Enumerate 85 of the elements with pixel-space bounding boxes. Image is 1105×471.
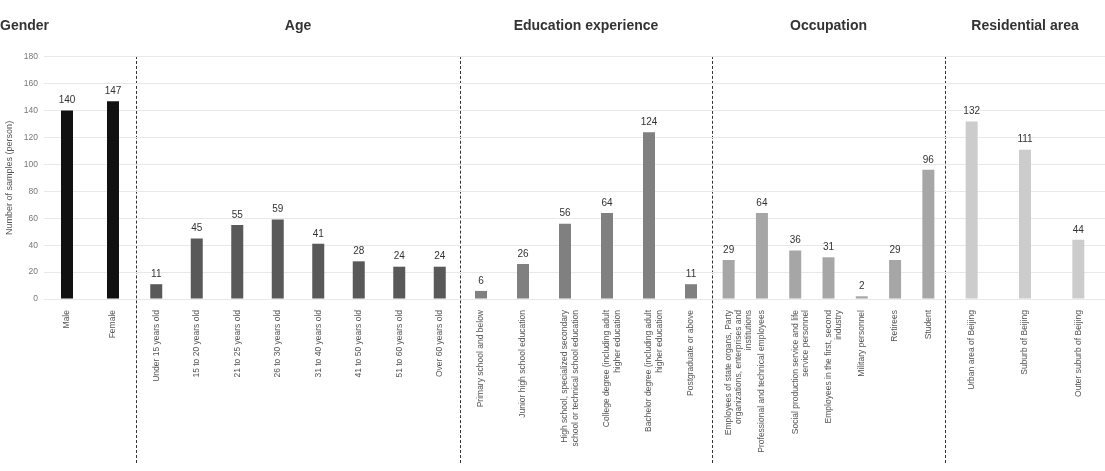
y-tick-label: 20 (28, 266, 39, 277)
bar (312, 243, 325, 299)
data-label: 36 (789, 234, 802, 246)
y-tick-label: 160 (23, 78, 39, 89)
x-tick-label: Under 15 years old (150, 309, 161, 382)
x-tick-label: High school, specialized secondary school or technical school education (559, 309, 580, 447)
y-axis-title: Number of samples (person) (3, 120, 14, 235)
x-tick-label: Military personnel (856, 309, 867, 377)
y-tick-label: 80 (28, 185, 39, 196)
x-tick-label: Primary school and below (475, 309, 486, 408)
data-label: 31 (822, 241, 835, 253)
y-tick-label: 40 (28, 239, 39, 250)
data-label: 44 (1072, 223, 1085, 235)
bar (922, 169, 935, 299)
bar (517, 264, 529, 299)
data-label: 11 (685, 267, 697, 279)
data-label: 64 (756, 196, 768, 208)
data-label: 6 (478, 274, 485, 286)
x-tick-label: Suburb of Beijing (1019, 309, 1030, 375)
data-label: 55 (231, 208, 244, 220)
x-tick-label: 26 to 30 years old (272, 309, 283, 378)
bar (352, 261, 365, 299)
x-tick-label: Female (107, 309, 118, 339)
bar (685, 284, 697, 299)
chart-title: Residential area (971, 17, 1079, 34)
x-tick-label: 15 to 20 years old (191, 309, 202, 378)
x-tick-label: Male (61, 309, 72, 329)
x-tick-label: Junior high school education (517, 309, 528, 418)
bar (643, 132, 655, 299)
y-tick-label: 180 (23, 51, 39, 62)
data-label: 11 (151, 267, 162, 279)
x-tick-label: 31 to 40 years old (312, 309, 323, 378)
data-label: 111 (1017, 133, 1034, 145)
bar (231, 224, 244, 299)
bar (822, 257, 835, 299)
data-label: 29 (723, 243, 735, 255)
bar (722, 259, 735, 299)
x-tick-label: 51 to 60 years old (393, 309, 404, 378)
data-label: 96 (922, 153, 935, 165)
data-label: 59 (272, 203, 284, 215)
x-tick-label: Outer suburb of Beijing (1072, 309, 1083, 397)
y-tick-label: 60 (28, 212, 39, 223)
data-label: 64 (601, 196, 613, 208)
data-label: 124 (640, 115, 658, 127)
bar (889, 259, 902, 299)
bar (601, 212, 613, 299)
data-label: 24 (393, 250, 406, 262)
y-tick-label: 100 (23, 158, 39, 169)
chart-title: Age (284, 17, 312, 34)
bar (855, 296, 868, 299)
data-label: 41 (312, 227, 325, 239)
data-label: 24 (434, 250, 446, 262)
data-label: 56 (559, 207, 571, 219)
x-tick-label: 41 to 50 years old (353, 309, 364, 378)
data-label: 28 (353, 245, 365, 257)
x-tick-label: Postgraduate or above (685, 309, 696, 397)
x-tick-label: Student (922, 309, 933, 340)
data-label: 2 (859, 280, 865, 292)
data-label: 29 (889, 243, 902, 255)
bar (190, 238, 203, 299)
bar (789, 250, 802, 299)
x-tick-label: 21 to 25 years old (231, 309, 242, 378)
data-label: 45 (191, 222, 203, 234)
bar (271, 219, 284, 299)
bar (433, 266, 446, 299)
data-label: 147 (104, 84, 122, 96)
data-label: 140 (58, 94, 76, 106)
x-tick-label: Retirees (889, 310, 900, 342)
data-label: 132 (963, 105, 981, 117)
y-tick-label: 140 (23, 104, 39, 115)
x-tick-label: Urban area of Beijing (966, 309, 977, 390)
chart-title: Occupation (789, 17, 868, 34)
y-tick-label: 120 (23, 131, 39, 142)
bar (393, 266, 406, 299)
x-tick-label: Professional and technical employees (756, 310, 767, 453)
data-label: 26 (517, 247, 529, 259)
chart-title: Gender (0, 17, 50, 34)
x-tick-label: Employees of state organs, Party organizations, enterprises and institutions (722, 309, 754, 436)
y-tick-label: 0 (33, 293, 39, 304)
bar (150, 284, 163, 299)
bar (475, 290, 487, 299)
bar (559, 223, 571, 299)
x-tick-label: Over 60 years old (434, 309, 445, 378)
bar (755, 212, 768, 299)
chart-title: Education experience (513, 17, 659, 34)
